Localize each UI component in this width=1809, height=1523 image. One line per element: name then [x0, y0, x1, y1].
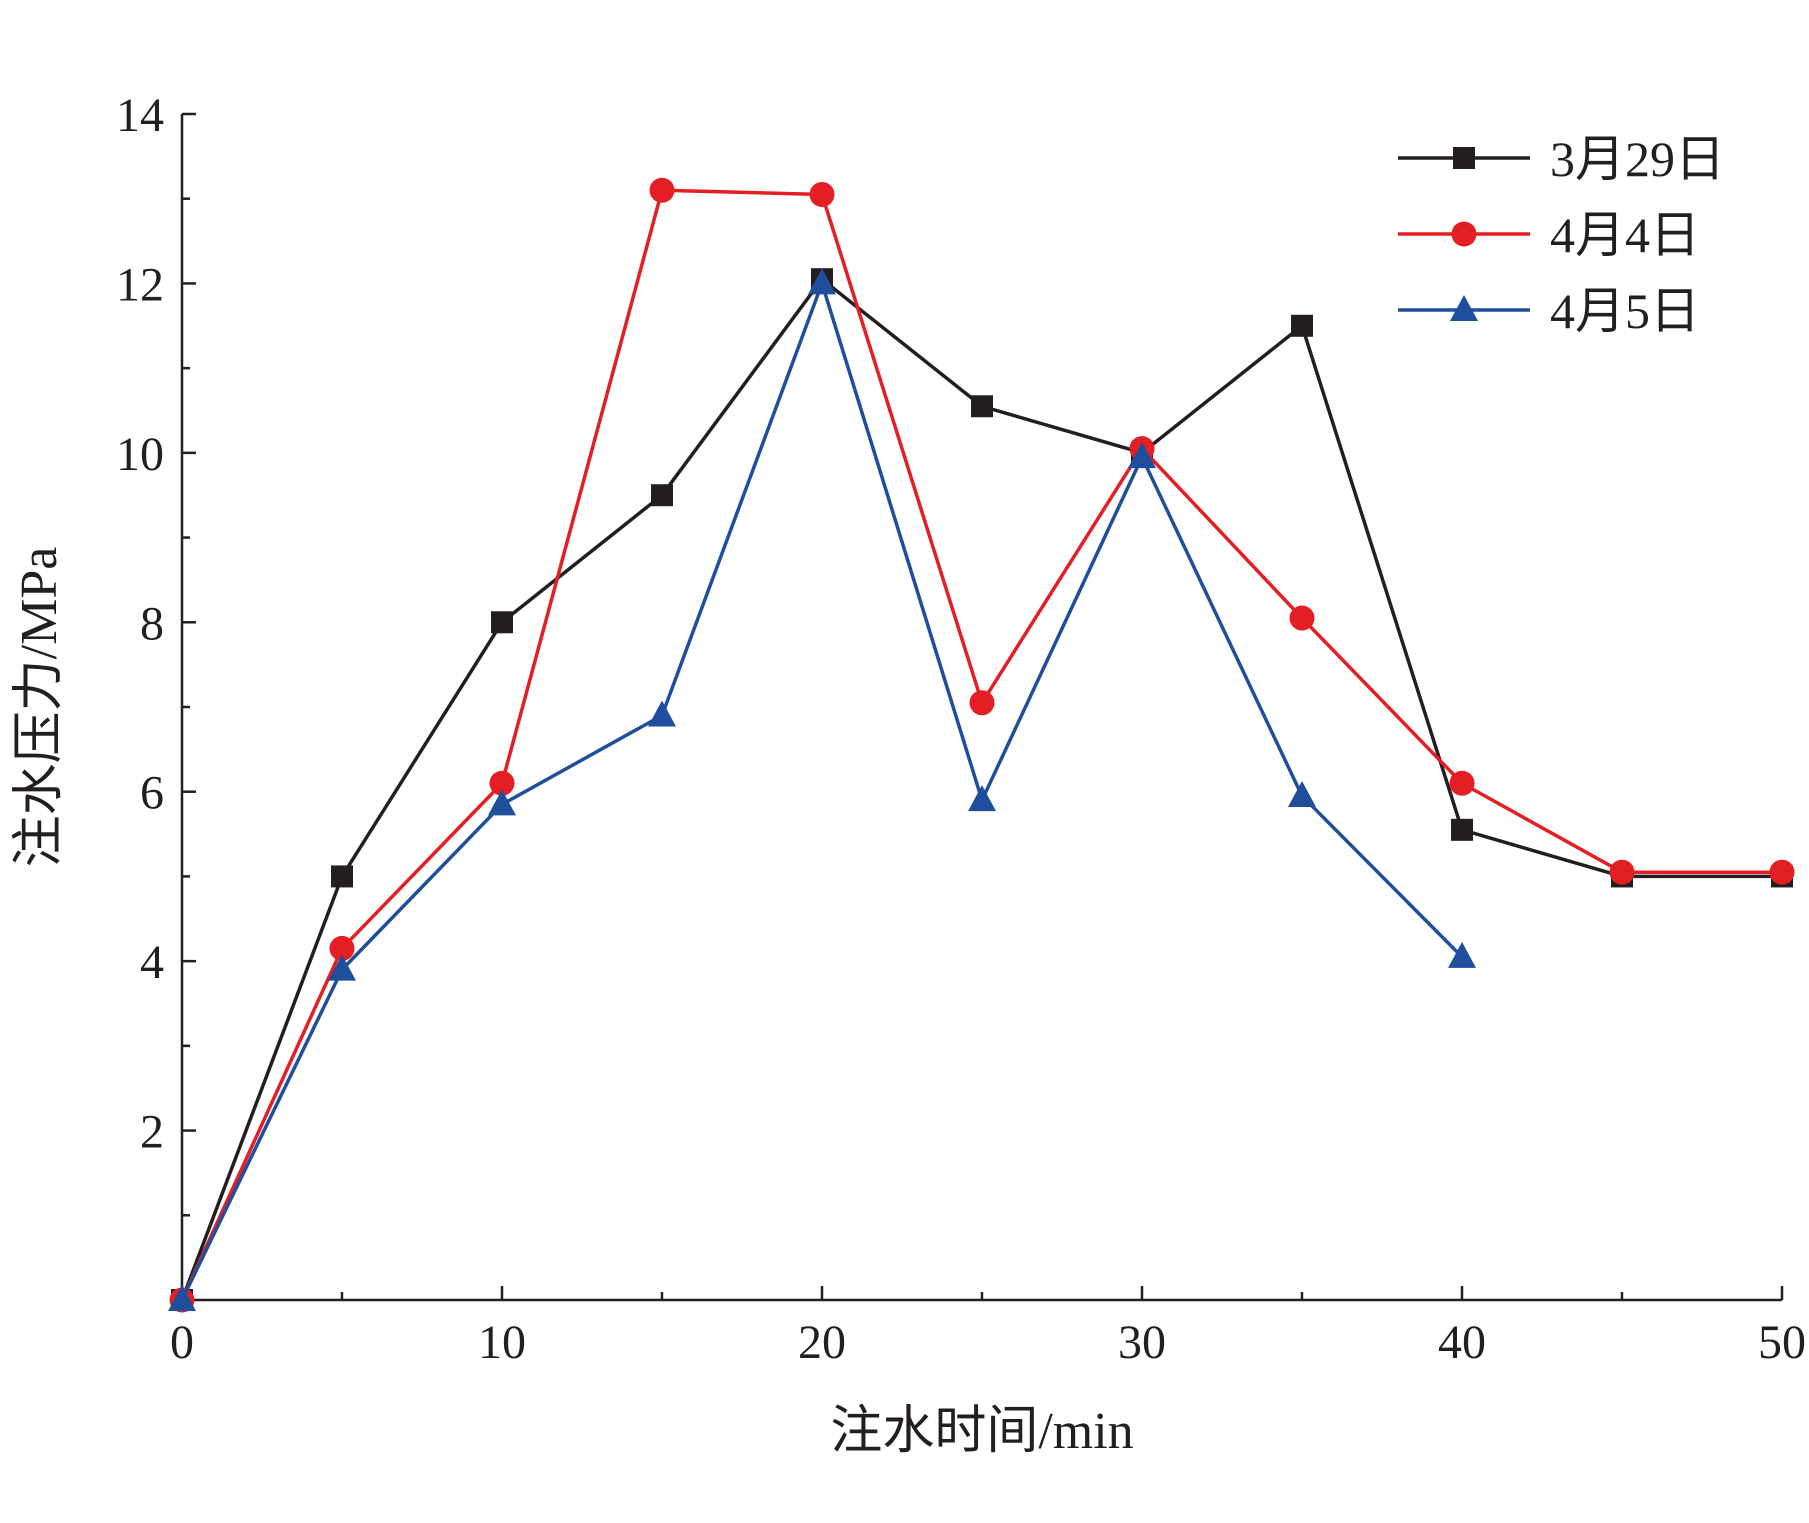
data-point	[1451, 818, 1473, 841]
data-point	[1289, 605, 1315, 631]
series-2	[169, 177, 1795, 1313]
data-point	[329, 935, 355, 961]
legend-item: 4月4日	[1398, 207, 1700, 263]
series-line	[180, 281, 1464, 1301]
data-point	[651, 484, 673, 507]
data-point	[1449, 770, 1475, 796]
data-point	[968, 785, 996, 812]
data-point	[1769, 859, 1795, 885]
legend-label: 3月29日	[1550, 131, 1725, 187]
y-tick-label: 8	[140, 597, 164, 650]
legend-marker	[1453, 147, 1475, 169]
x-tick-label: 20	[798, 1316, 846, 1369]
legend-item: 4月5日	[1398, 283, 1700, 339]
data-point	[489, 770, 515, 796]
x-tick-label: 10	[478, 1316, 526, 1369]
x-tick-label: 0	[170, 1316, 194, 1369]
x-tick-label: 50	[1758, 1316, 1806, 1369]
y-tick-label: 2	[140, 1106, 164, 1159]
data-point	[328, 954, 356, 981]
data-point	[649, 177, 675, 203]
data-point	[1291, 314, 1313, 337]
series-line	[180, 188, 1782, 1301]
x-tick-label: 30	[1118, 1316, 1166, 1369]
data-point	[1288, 780, 1316, 807]
data-point	[971, 395, 993, 418]
legend-marker	[1451, 221, 1477, 247]
x-axis-title: 注水时间/min	[830, 1403, 1133, 1460]
y-tick-label: 4	[140, 936, 164, 989]
data-point	[168, 1285, 196, 1311]
y-axis-title: 注水压力/MPa	[11, 547, 68, 868]
y-tick-label: 6	[140, 767, 164, 820]
data-point	[491, 611, 513, 634]
y-tick-label: 10	[116, 428, 164, 481]
data-point	[488, 789, 516, 816]
legend-label: 4月4日	[1550, 207, 1700, 263]
x-tick-label: 40	[1438, 1316, 1486, 1369]
data-point	[809, 181, 835, 207]
y-tick-label: 14	[116, 89, 164, 142]
series-3	[168, 268, 1476, 1311]
data-point	[648, 700, 676, 727]
data-point	[1128, 442, 1156, 469]
legend-item: 3月29日	[1398, 131, 1725, 187]
axis-ticks: 0 10 20 30 40 50 2 4 6 8 10 12 14	[116, 89, 1806, 1369]
legend: 3月29日 4月4日 4月5日	[1398, 131, 1725, 339]
y-tick-label: 12	[116, 258, 164, 311]
data-point	[969, 690, 995, 716]
data-point	[1448, 941, 1476, 968]
data-point	[808, 268, 836, 295]
legend-marker	[1450, 295, 1478, 321]
data-point	[1609, 859, 1635, 885]
series-layer	[168, 177, 1795, 1313]
data-point	[331, 865, 353, 888]
legend-label: 4月5日	[1550, 283, 1700, 339]
